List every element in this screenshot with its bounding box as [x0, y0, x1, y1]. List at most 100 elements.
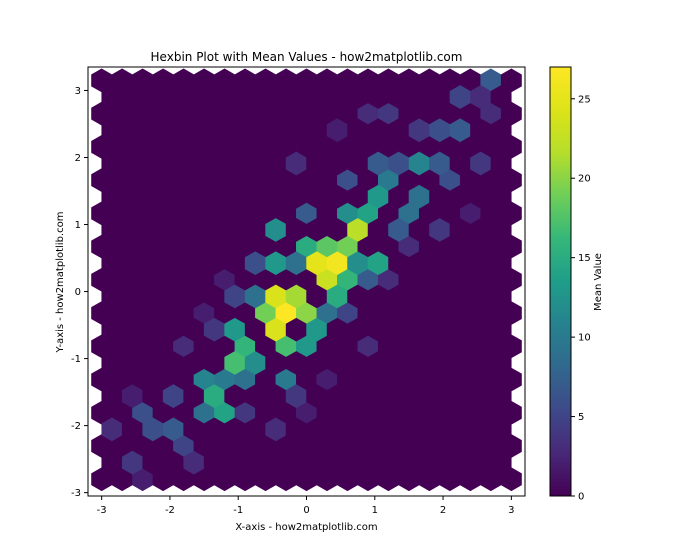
- hexbin-cell: [224, 85, 246, 109]
- hexbin-cell: [500, 467, 522, 492]
- hexbin-cell: [418, 301, 440, 325]
- hexbin-cell: [347, 184, 369, 209]
- y-tick-label: -3: [71, 488, 81, 499]
- hexbin-cell: [173, 68, 195, 93]
- hexbin-cell: [429, 450, 451, 475]
- hexbin-cell: [224, 351, 246, 375]
- hexbin-cell: [459, 301, 481, 325]
- hexbin-cell: [132, 434, 154, 458]
- hexbin-cell: [121, 251, 143, 276]
- hexbin-cell: [111, 400, 133, 425]
- hexbin-cell: [337, 267, 358, 292]
- hexbin-cell: [449, 450, 471, 475]
- hexbin-cell: [121, 184, 143, 209]
- hexbin-cell: [203, 151, 225, 176]
- hexbin-cell: [449, 118, 471, 143]
- hexbin-cell: [490, 417, 512, 442]
- hexbin-cell: [429, 85, 451, 109]
- hexbin-cell: [101, 351, 123, 375]
- hexbin-cell: [183, 317, 205, 342]
- hexbin-cell: [470, 184, 492, 209]
- hexbin-cell: [244, 184, 266, 209]
- hexbin-cell: [132, 168, 154, 192]
- hexbin-cell: [408, 251, 430, 276]
- hexbin-cell: [480, 301, 502, 325]
- hexbin-cell: [132, 135, 154, 159]
- hexbin-cell: [418, 434, 440, 458]
- hexbin-cell: [398, 367, 420, 392]
- hexbin-cell: [306, 118, 328, 143]
- hexbin-cell: [296, 68, 317, 93]
- hexbin-cell: [459, 68, 481, 93]
- colorbar-label: Mean Value: [593, 253, 604, 311]
- x-tick-label: 3: [508, 505, 514, 516]
- hexbin-cell: [91, 467, 113, 492]
- hexbin-cell: [265, 251, 287, 276]
- hexbin-cell: [121, 417, 143, 442]
- colorbar-gradient: [550, 67, 571, 496]
- hexbin-cell: [132, 68, 154, 93]
- hexbin-cell: [101, 317, 123, 342]
- hexbin-cell: [152, 168, 174, 192]
- x-axis: -3 -2 -1 0 1 2 3: [97, 496, 515, 516]
- hexbin-cell: [490, 351, 512, 375]
- hexbin-cell: [337, 168, 358, 192]
- hexbin-cell: [173, 467, 195, 492]
- hexbin-cell: [214, 467, 236, 492]
- colorbar-ticks: 0 5 10 15 20 25: [571, 94, 591, 503]
- hexbin-cell: [347, 251, 369, 276]
- hexbin-cell: [418, 367, 440, 392]
- hexbin-cell: [193, 168, 215, 192]
- hexbin-cell: [316, 201, 338, 226]
- hexbin-cell: [224, 284, 246, 309]
- hexbin-cell: [306, 184, 328, 209]
- hexbin-cell: [183, 251, 205, 276]
- hexbin-cell: [326, 450, 348, 475]
- hexbin-cell: [316, 234, 338, 259]
- hexbin-cell: [142, 317, 164, 342]
- hexbin-cell: [244, 118, 266, 143]
- y-tick-label: -1: [71, 354, 81, 365]
- hexbin-cell: [234, 101, 256, 126]
- colorbar-tick-label: 5: [578, 412, 584, 423]
- hexbin-cell: [234, 467, 256, 492]
- hexbin-cell: [101, 251, 123, 276]
- hexbin-cell: [408, 85, 430, 109]
- hexbin-cell: [255, 234, 276, 259]
- hexbin-cell: [275, 168, 297, 192]
- hexbin-cell: [408, 151, 430, 176]
- colorbar-frame: [549, 66, 572, 497]
- hexbin-cell: [459, 234, 481, 259]
- hexbin-cell: [173, 234, 195, 259]
- hexbin-cell: [244, 151, 266, 176]
- hexbin-cell: [142, 184, 164, 209]
- hexbin-cell: [470, 151, 492, 176]
- hexbin-cell: [500, 168, 522, 192]
- hexbin-cell: [214, 367, 236, 392]
- hexbin-cell: [275, 68, 297, 93]
- hexbin-cell: [418, 168, 440, 192]
- hexbin-cell: [326, 284, 348, 309]
- hexbin-cell: [203, 317, 225, 342]
- hexbin-cell: [214, 301, 236, 325]
- hexbin-cell: [265, 351, 287, 375]
- hexbin-cell: [480, 334, 502, 359]
- hexbin-cell: [162, 251, 184, 276]
- hexbin-cell: [418, 267, 440, 292]
- hexbin-cell: [255, 334, 276, 359]
- hexbin-cell: [255, 135, 276, 159]
- hexbin-cell: [244, 417, 266, 442]
- hexbin-cell: [500, 434, 522, 458]
- hexbin-cell: [111, 201, 133, 226]
- y-tick-label: -2: [71, 421, 81, 432]
- hexbin-cell: [121, 351, 143, 375]
- hexbin-cell: [480, 168, 502, 192]
- hexbin-cell: [326, 384, 348, 408]
- hexbin-cell: [285, 251, 307, 276]
- hexbin-cell: [183, 351, 205, 375]
- hexbin-cell: [183, 184, 205, 209]
- hexbin-cell: [337, 467, 358, 492]
- hexbin-cell: [357, 168, 379, 192]
- hexbin-cell: [193, 234, 215, 259]
- hexbin-cell: [357, 267, 379, 292]
